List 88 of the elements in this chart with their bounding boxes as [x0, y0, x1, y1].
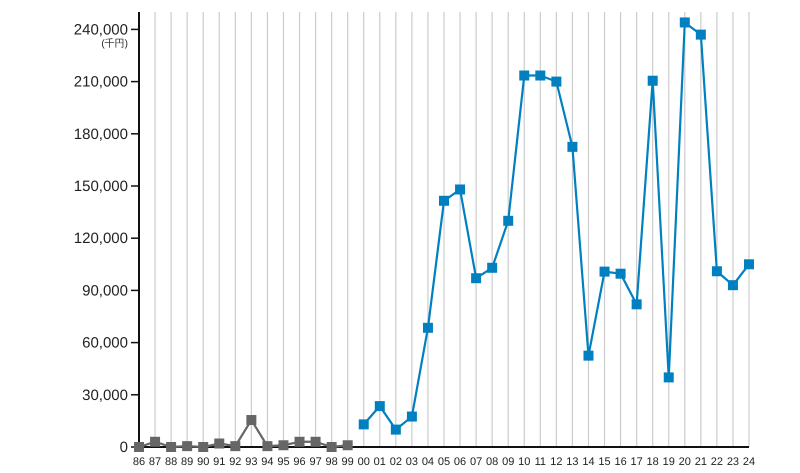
x-tick-label: 87: [148, 456, 162, 468]
y-tick-label: 150,000: [74, 178, 128, 195]
point: [374, 401, 385, 412]
point: [712, 266, 722, 276]
point: [648, 76, 658, 86]
point: [342, 440, 353, 450]
point: [583, 350, 594, 361]
point: [230, 441, 240, 452]
y-tick-label: 0: [120, 439, 128, 456]
point: [278, 440, 288, 450]
point: [406, 412, 417, 422]
x-tick-label: 18: [646, 456, 659, 468]
point: [455, 184, 466, 194]
point: [214, 438, 224, 449]
x-tick-label: 90: [197, 456, 210, 468]
x-tick-label: 86: [132, 456, 146, 468]
point: [664, 372, 674, 382]
x-tick-label: 09: [502, 456, 514, 468]
x-tick-label: 16: [614, 456, 627, 468]
point: [632, 299, 642, 310]
point: [134, 442, 144, 452]
point: [326, 442, 337, 452]
point: [600, 266, 610, 277]
x-tick-label: 17: [630, 456, 643, 468]
x-tick-label: 24: [742, 456, 756, 468]
y-tick-label: 90,000: [82, 282, 128, 300]
point: [616, 268, 626, 279]
point: [696, 30, 706, 40]
x-tick-label: 88: [164, 456, 178, 468]
point: [390, 424, 401, 435]
point: [728, 280, 738, 290]
point: [487, 262, 498, 273]
point: [310, 436, 321, 447]
point: [422, 322, 433, 333]
point: [503, 216, 514, 226]
x-tick-label: 10: [518, 456, 530, 468]
x-tick-label: 11: [534, 456, 546, 468]
x-tick-label: 12: [550, 456, 562, 468]
x-tick-label: 14: [582, 456, 595, 468]
point: [551, 76, 562, 87]
point: [567, 142, 578, 152]
x-tick-label: 04: [422, 456, 434, 468]
point: [680, 17, 690, 28]
x-tick-label: 94: [261, 456, 274, 468]
x-tick-label: 06: [454, 456, 466, 468]
x-tick-label: 07: [470, 456, 482, 468]
y-tick-label: 210,000: [74, 74, 128, 91]
x-tick-label: 13: [566, 456, 579, 468]
y-tick-label: 180,000: [74, 126, 128, 143]
x-tick-label: 99: [342, 456, 354, 468]
point: [439, 196, 449, 206]
x-tick-label: 97: [309, 456, 322, 468]
point: [358, 419, 369, 430]
x-tick-label: 96: [293, 456, 306, 468]
x-tick-label: 08: [486, 456, 498, 468]
x-tick-label: 21: [694, 456, 707, 468]
x-tick-label: 01: [374, 456, 386, 468]
point: [262, 441, 272, 452]
x-tick-label: 20: [678, 456, 691, 468]
y-axis-title: (千円): [101, 37, 128, 50]
y-tick-label: 240,000: [74, 21, 128, 38]
x-tick-label: 03: [406, 456, 418, 468]
point: [246, 415, 256, 426]
x-tick-label: 91: [213, 456, 226, 468]
x-tick-label: 05: [438, 456, 450, 468]
x-tick-label: 00: [358, 456, 370, 468]
point: [535, 70, 546, 81]
x-tick-label: 19: [662, 456, 675, 468]
point: [471, 273, 482, 284]
point: [744, 259, 754, 270]
x-tick-label: 98: [326, 456, 338, 468]
x-tick-label: 95: [277, 456, 290, 468]
x-tick-label: 22: [710, 456, 724, 468]
point: [166, 442, 176, 452]
point: [198, 442, 208, 452]
y-tick-label: 60,000: [82, 334, 128, 352]
y-tick-label: 120,000: [74, 230, 128, 248]
x-tick-label: 15: [598, 456, 611, 468]
x-tick-label: 92: [229, 456, 242, 468]
point: [182, 441, 192, 452]
y-tick-label: 30,000: [82, 386, 128, 404]
point: [519, 70, 530, 81]
point: [150, 436, 160, 447]
x-tick-label: 23: [726, 456, 740, 468]
point: [294, 436, 305, 447]
x-tick-label: 89: [181, 456, 194, 468]
x-tick-label: 02: [390, 456, 402, 468]
x-tick-label: 93: [245, 456, 258, 468]
